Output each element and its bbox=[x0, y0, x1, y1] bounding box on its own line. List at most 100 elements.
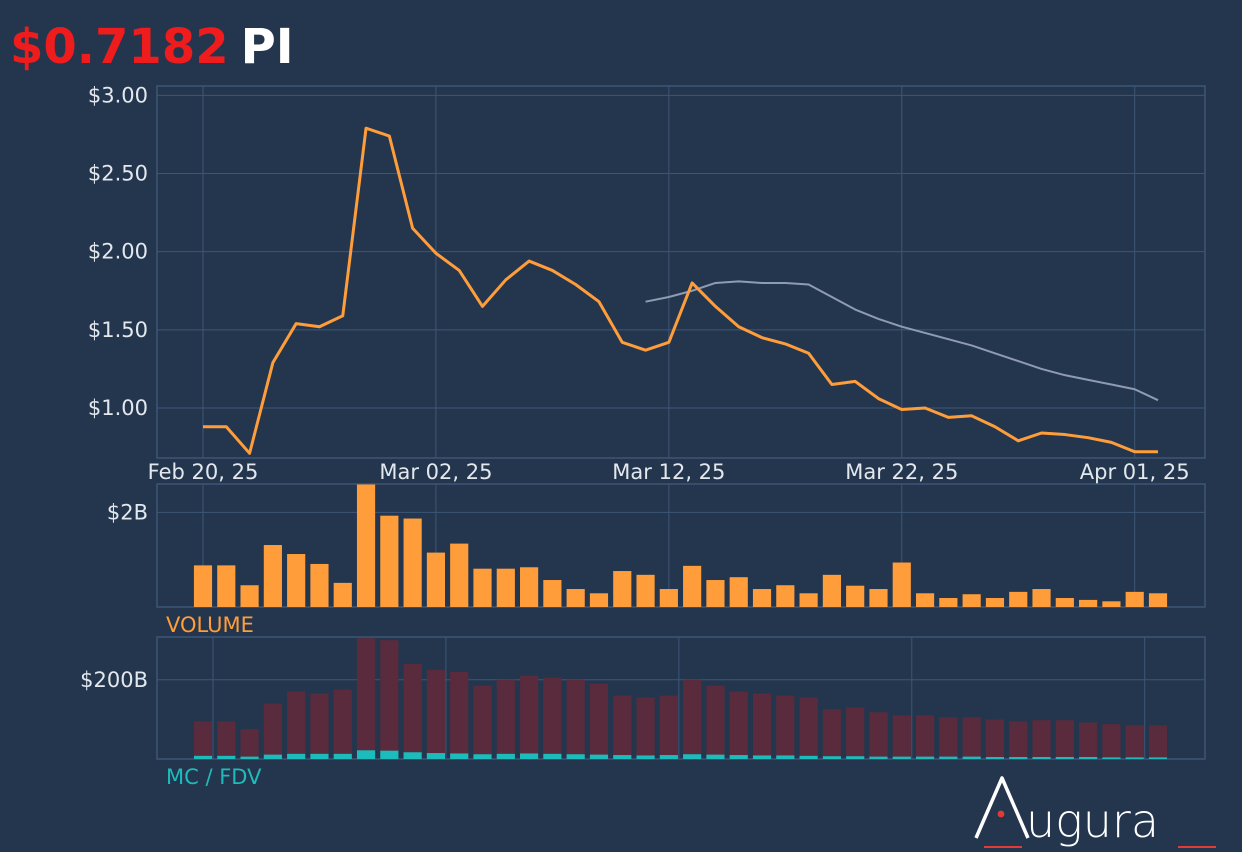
fdv-bar bbox=[496, 679, 515, 759]
fdv-bar bbox=[1079, 722, 1098, 759]
mc-bar bbox=[636, 755, 655, 759]
price-y-tick-label: $3.00 bbox=[88, 83, 148, 107]
fdv-bar bbox=[217, 721, 236, 759]
mc-bar bbox=[1148, 757, 1168, 759]
mc-bar bbox=[752, 755, 772, 759]
mc-bar bbox=[566, 754, 585, 759]
mc-bar bbox=[310, 753, 329, 759]
fdv-bar bbox=[915, 715, 935, 759]
x-tick-label: Apr 01, 25 bbox=[1080, 460, 1190, 484]
fdv-bar bbox=[450, 671, 469, 759]
mc-bar bbox=[822, 756, 841, 759]
fdv-bar bbox=[962, 717, 981, 759]
volume-bar bbox=[589, 593, 609, 607]
mc-bar bbox=[520, 753, 539, 759]
x-tick-label: Feb 20, 25 bbox=[148, 460, 259, 484]
volume-bar bbox=[636, 574, 655, 607]
mc-bar bbox=[333, 753, 352, 759]
fdv-bar bbox=[729, 691, 748, 759]
svg-text:ugura: ugura bbox=[1026, 794, 1159, 848]
mc-bar bbox=[380, 750, 399, 759]
volume-bar bbox=[380, 515, 399, 607]
mc-plot-frame bbox=[156, 636, 1206, 760]
mc-bar bbox=[473, 754, 492, 759]
volume-plot-frame bbox=[156, 483, 1206, 608]
mc-y-tick-label: $200B bbox=[80, 668, 148, 692]
fdv-bar bbox=[566, 679, 585, 759]
fdv-bar bbox=[892, 715, 911, 759]
mc-bar bbox=[240, 756, 259, 759]
mc-bar bbox=[1032, 757, 1051, 759]
fdv-bar bbox=[310, 693, 329, 759]
price-y-tick-label: $1.00 bbox=[88, 396, 148, 420]
fdv-bar bbox=[287, 691, 306, 759]
volume-bar bbox=[892, 562, 911, 607]
fdv-bar bbox=[613, 695, 632, 759]
volume-bar bbox=[799, 593, 818, 607]
fdv-bar bbox=[1125, 725, 1144, 759]
volume-bar bbox=[962, 594, 981, 607]
volume-bar bbox=[1102, 601, 1121, 607]
fdv-bar bbox=[193, 721, 213, 759]
mc-bar bbox=[915, 756, 935, 759]
volume-bar bbox=[869, 589, 888, 607]
fdv-bar bbox=[356, 638, 376, 759]
volume-bar bbox=[356, 484, 376, 607]
mc-bar bbox=[426, 753, 446, 759]
volume-bar bbox=[333, 582, 352, 607]
volume-bar bbox=[520, 567, 539, 607]
token-symbol: PI bbox=[240, 19, 294, 75]
fdv-bar bbox=[659, 695, 678, 759]
price-y-tick-label: $2.00 bbox=[88, 240, 148, 264]
volume-bar bbox=[706, 580, 725, 607]
mc-bar bbox=[450, 753, 469, 759]
mc-bar bbox=[892, 756, 911, 759]
x-tick-label: Mar 12, 25 bbox=[612, 460, 725, 484]
volume-bar bbox=[496, 568, 515, 607]
volume-bar bbox=[403, 518, 422, 607]
volume-bar bbox=[1079, 599, 1098, 607]
volume-bar bbox=[240, 585, 259, 607]
augura-logo: ugura bbox=[974, 776, 1216, 848]
volume-bar bbox=[263, 545, 282, 607]
volume-bar bbox=[939, 598, 958, 607]
mc-fdv-label: MC / FDV bbox=[166, 765, 262, 789]
mc-bar bbox=[589, 754, 609, 759]
fdv-bar bbox=[589, 683, 609, 759]
mc-bar bbox=[799, 755, 818, 759]
mc-bar bbox=[496, 753, 515, 759]
fdv-bar bbox=[776, 695, 795, 759]
volume-bar bbox=[1125, 591, 1144, 607]
volume-bar bbox=[543, 580, 562, 607]
fdv-bar bbox=[683, 679, 702, 759]
mc-bar bbox=[729, 755, 748, 759]
fdv-bar bbox=[1032, 720, 1051, 759]
fdv-bar bbox=[636, 697, 655, 759]
fdv-bar bbox=[1102, 724, 1121, 759]
fdv-bar bbox=[846, 707, 865, 759]
fdv-bar bbox=[799, 697, 818, 759]
mc-bar bbox=[193, 755, 213, 759]
fdv-bar bbox=[520, 675, 539, 759]
volume-bar bbox=[729, 577, 748, 607]
fdv-bar bbox=[426, 669, 446, 759]
mc-bar bbox=[403, 752, 422, 759]
mc-bar bbox=[776, 755, 795, 759]
volume-bar bbox=[450, 543, 469, 607]
volume-bar bbox=[915, 593, 935, 607]
volume-bar bbox=[776, 585, 795, 607]
fdv-bar bbox=[869, 712, 888, 759]
price-panel: $1.00 $1.50 $2.00 $2.50 $3.00 Feb 20, 25 Mar 0… bbox=[88, 83, 1206, 484]
fdv-bar bbox=[1055, 720, 1074, 759]
volume-bar bbox=[985, 598, 1005, 607]
volume-bar bbox=[846, 585, 865, 607]
fdv-bar bbox=[939, 717, 958, 759]
volume-bar bbox=[217, 565, 236, 607]
price-line bbox=[203, 126, 1158, 455]
volume-y-tick-label: $2B bbox=[107, 500, 148, 524]
fdv-bar bbox=[985, 719, 1005, 759]
mc-bar bbox=[543, 753, 562, 759]
mc-bar bbox=[1125, 757, 1144, 759]
mc-bar bbox=[846, 756, 865, 759]
volume-label: VOLUME bbox=[166, 613, 254, 637]
